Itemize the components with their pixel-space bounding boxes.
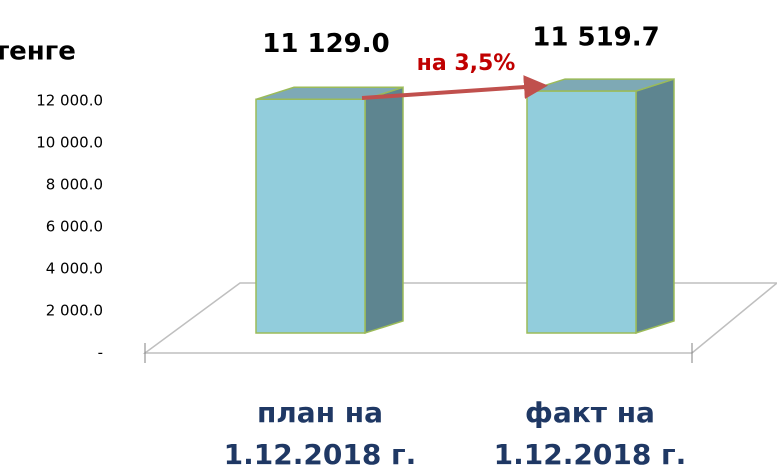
- annotation: на 3,5%: [417, 51, 516, 76]
- y-tick-label: -: [98, 344, 103, 362]
- floor: [142, 282, 777, 354]
- y-tick-label: 10 000.0: [36, 134, 103, 152]
- bar-face: [526, 90, 637, 334]
- y-tick-label: 8 000.0: [46, 176, 103, 194]
- y-tick-label: 4 000.0: [46, 260, 103, 278]
- value-label: 11 129.0: [262, 29, 389, 59]
- chart-title: тенге: [0, 37, 76, 67]
- bar-face: [635, 78, 675, 335]
- bar: [526, 78, 675, 335]
- x-tick-label: план на 1.12.2018 г.: [223, 396, 417, 471]
- bar-face: [255, 98, 366, 334]
- y-tick-label: 2 000.0: [46, 302, 103, 320]
- arrow: [361, 75, 548, 100]
- bar-face: [364, 86, 404, 335]
- value-label: 11 519.7: [532, 23, 659, 53]
- x-tick-label: факт на 1.12.2018 г.: [493, 396, 687, 471]
- y-tick-label: 12 000.0: [36, 92, 103, 110]
- bar: [255, 86, 404, 335]
- y-tick-label: 6 000.0: [46, 218, 103, 236]
